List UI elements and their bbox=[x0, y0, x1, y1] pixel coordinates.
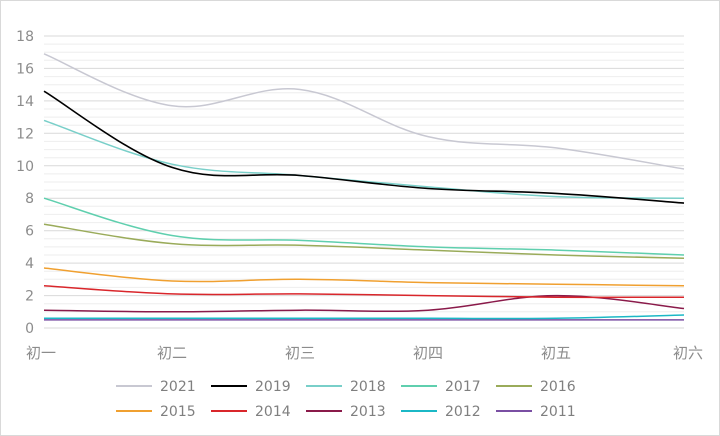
legend-item-2012: 2012 bbox=[401, 404, 481, 420]
legend-label: 2011 bbox=[540, 404, 576, 420]
y-tick-label: 14 bbox=[16, 94, 34, 110]
legend-label: 2018 bbox=[350, 379, 386, 395]
legend-label: 2019 bbox=[255, 379, 291, 395]
series-line-2019 bbox=[43, 90, 685, 204]
y-tick-label: 2 bbox=[25, 289, 34, 305]
legend-label: 2014 bbox=[255, 404, 291, 420]
series-lines bbox=[43, 53, 685, 321]
series-line-2018 bbox=[43, 119, 685, 199]
legend-item-2021: 2021 bbox=[116, 379, 196, 395]
series-line-2014 bbox=[43, 285, 685, 299]
x-axis-ticks: 初一 初二 初三 初四 初五 初六 bbox=[26, 344, 703, 362]
x-tick-label: 初二 bbox=[157, 344, 187, 362]
y-tick-label: 4 bbox=[25, 256, 34, 272]
series-line-2017 bbox=[43, 197, 685, 256]
y-axis-ticks: 0 2 4 6 8 10 12 14 16 18 bbox=[16, 29, 34, 337]
legend-label: 2013 bbox=[350, 404, 386, 420]
y-tick-label: 0 bbox=[25, 321, 34, 337]
y-tick-label: 8 bbox=[25, 191, 34, 207]
y-tick-label: 12 bbox=[16, 126, 34, 142]
legend-label: 2015 bbox=[160, 404, 196, 420]
legend-label: 2017 bbox=[445, 379, 481, 395]
legend-item-2017: 2017 bbox=[401, 379, 481, 395]
y-tick-label: 18 bbox=[16, 29, 34, 45]
legend-item-2016: 2016 bbox=[496, 379, 576, 395]
legend-item-2014: 2014 bbox=[211, 404, 291, 420]
legend-label: 2012 bbox=[445, 404, 481, 420]
x-tick-label: 初三 bbox=[285, 344, 315, 362]
x-tick-label: 初六 bbox=[673, 344, 703, 362]
y-tick-label: 6 bbox=[25, 224, 34, 240]
y-tick-label: 16 bbox=[16, 61, 34, 77]
series-line-2012 bbox=[44, 314, 685, 320]
legend: 2021 2019 2018 2017 2016 2015 2014 2013 2012 2011 bbox=[116, 379, 576, 420]
series-line-2016 bbox=[43, 223, 685, 259]
legend-item-2011: 2011 bbox=[496, 404, 576, 420]
series-line-2013 bbox=[43, 294, 685, 313]
series-line-2015 bbox=[43, 267, 685, 287]
legend-item-2019: 2019 bbox=[211, 379, 291, 395]
series-line-2021 bbox=[43, 53, 685, 170]
y-tick-label: 10 bbox=[16, 159, 34, 175]
x-tick-label: 初四 bbox=[413, 344, 443, 362]
legend-item-2015: 2015 bbox=[116, 404, 196, 420]
legend-label: 2016 bbox=[540, 379, 576, 395]
legend-label: 2021 bbox=[160, 379, 196, 395]
legend-item-2018: 2018 bbox=[306, 379, 386, 395]
legend-item-2013: 2013 bbox=[306, 404, 386, 420]
x-tick-label: 初五 bbox=[541, 344, 571, 362]
x-tick-label: 初一 bbox=[26, 344, 56, 362]
